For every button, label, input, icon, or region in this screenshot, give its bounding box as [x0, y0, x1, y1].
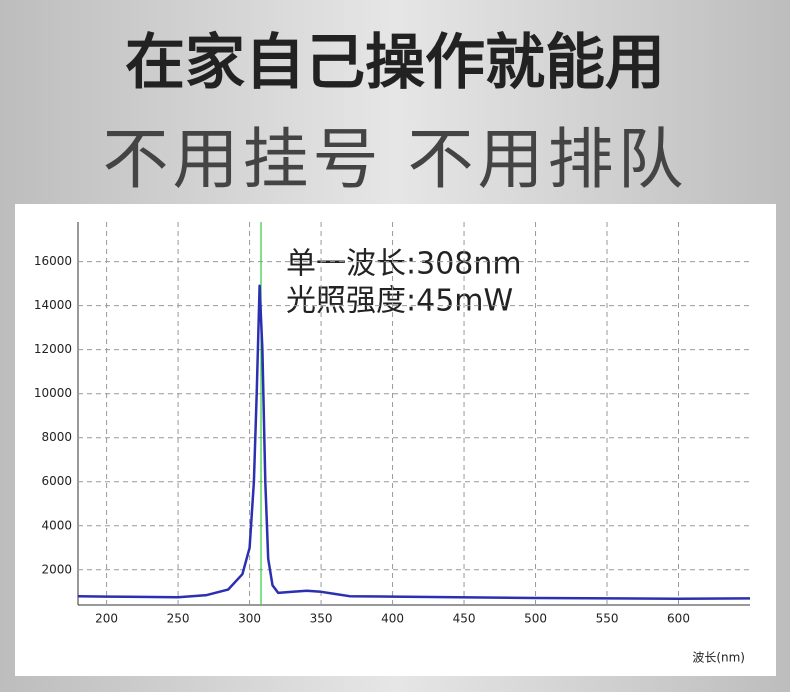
annotation: 光照强度:45mW	[286, 284, 513, 319]
x-tick-label: 300	[238, 612, 261, 626]
y-tick-label: 4000	[41, 518, 72, 532]
y-tick-label: 2000	[41, 562, 72, 576]
x-tick-label: 250	[167, 612, 190, 626]
y-tick-label: 16000	[34, 254, 72, 268]
y-tick-label: 12000	[34, 342, 72, 356]
y-tick-label: 10000	[34, 386, 72, 400]
x-tick-label: 450	[453, 612, 476, 626]
y-tick-label: 6000	[41, 474, 72, 488]
x-tick-label: 500	[524, 612, 547, 626]
y-tick-label: 8000	[41, 430, 72, 444]
annotation: 单一波长:308nm	[286, 247, 522, 282]
title: 在家自己操作就能用	[125, 28, 665, 98]
x-tick-label: 600	[667, 612, 690, 626]
x-axis-label: 波长(nm)	[692, 651, 745, 665]
x-tick-label: 550	[596, 612, 619, 626]
x-tick-label: 400	[381, 612, 404, 626]
y-tick-label: 14000	[34, 298, 72, 312]
x-tick-label: 200	[95, 612, 118, 626]
subtitle: 不用挂号 不用排队	[102, 121, 688, 198]
series-line	[77, 284, 751, 601]
x-tick-label: 350	[310, 612, 333, 626]
